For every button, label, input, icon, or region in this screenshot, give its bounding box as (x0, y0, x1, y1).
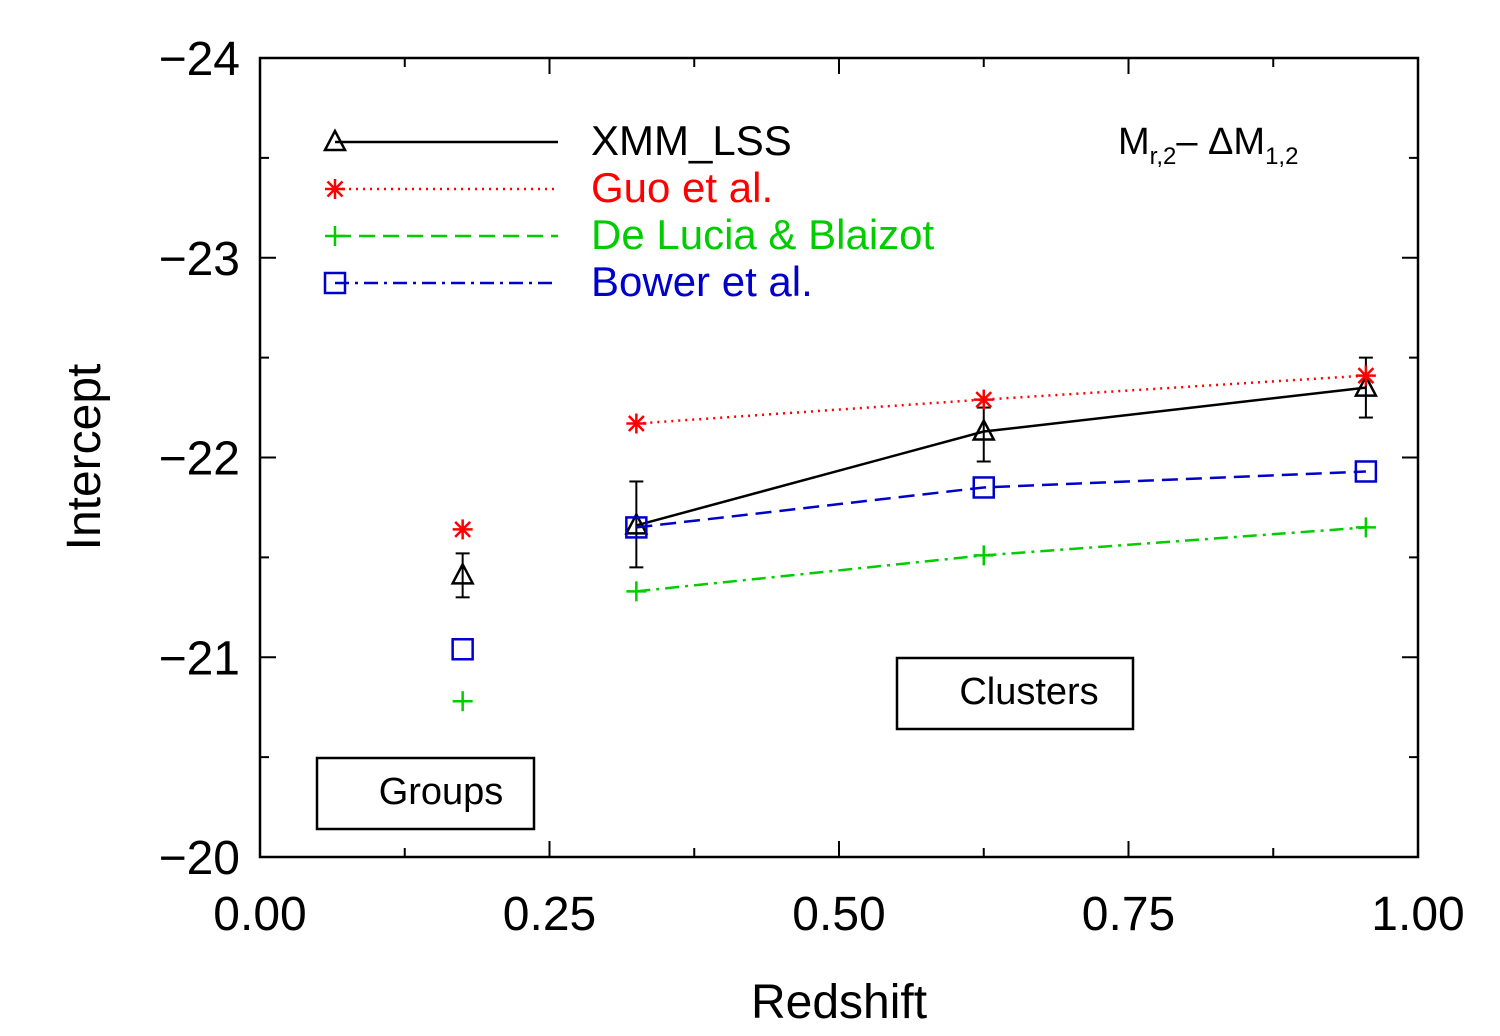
legend-label: XMM_LSS (591, 117, 792, 164)
plot-frame (258, 56, 1420, 859)
series-line (636, 526, 1366, 593)
ast-d2 (627, 415, 645, 432)
panel-label: Mr,2– ΔM1,2 (1118, 121, 1298, 170)
data-series (450, 356, 1378, 712)
svg-text:Mr,2– ΔM1,2: Mr,2– ΔM1,2 (1118, 121, 1298, 170)
axis-ticks (259, 57, 1419, 858)
triangle-marker (971, 417, 996, 441)
square-marker (1354, 460, 1378, 483)
groups-label-box: Groups (315, 756, 536, 831)
ast-d2 (1357, 367, 1375, 384)
series-line (636, 470, 1366, 529)
asterisk-marker (973, 389, 994, 410)
y-tick-label: −20 (159, 832, 240, 885)
asterisk-marker (325, 179, 345, 199)
triangle-marker (450, 561, 475, 585)
legend-item: Bower et al. (323, 258, 813, 305)
panel-label-sub2: 1,2 (1265, 143, 1298, 170)
series-line (636, 374, 1366, 425)
triangle-mark (322, 128, 348, 152)
y-axis-label: Intercept (58, 364, 111, 551)
plus-marker (452, 691, 473, 712)
x-tick-label: 0.50 (792, 888, 885, 941)
y-tick-labels: −24 −23 −22 −21 −20 (159, 33, 240, 885)
plus-marker (973, 545, 994, 566)
ast-d2 (454, 521, 472, 538)
series-0 (450, 356, 1378, 599)
series-3 (451, 460, 1378, 661)
legend-item: Guo et al. (325, 164, 773, 211)
square-marker (451, 638, 474, 661)
series-2 (452, 517, 1376, 712)
y-tick-label: −22 (159, 433, 240, 486)
legend-label: Guo et al. (591, 164, 773, 211)
series-1 (452, 365, 1376, 540)
series-line (636, 386, 1367, 527)
legend-label: Bower et al. (591, 258, 813, 305)
triangle-mark (971, 417, 996, 441)
legend-item: XMM_LSS (322, 117, 792, 164)
triangle-marker (1353, 373, 1378, 397)
square-mark (1354, 460, 1378, 483)
asterisk-marker (452, 519, 473, 540)
asterisk-marker (1355, 365, 1376, 386)
x-tick-label: 0.00 (213, 888, 306, 941)
triangle-mark (1353, 373, 1378, 397)
panel-label-main: M (1118, 121, 1150, 163)
square-mark (323, 271, 347, 295)
square-marker (972, 476, 995, 499)
square-marker (323, 271, 347, 295)
ast-d2 (975, 391, 993, 408)
panel-label-mid: – ΔM (1176, 121, 1265, 163)
groups-label: Groups (379, 771, 504, 813)
x-tick-label: 0.75 (1082, 888, 1175, 941)
triangle-mark (450, 561, 475, 585)
panel-label-sub1: r,2 (1150, 143, 1177, 170)
x-axis-label: Redshift (751, 976, 927, 1029)
legend-item: De Lucia & Blaizot (325, 211, 935, 258)
square-mark (451, 638, 474, 661)
legend-label: De Lucia & Blaizot (591, 211, 935, 258)
x-tick-label: 1.00 (1371, 888, 1464, 941)
x-tick-labels: 0.00 0.25 0.50 0.75 1.00 (213, 888, 1464, 941)
ast-d2 (326, 180, 344, 198)
square-mark (625, 516, 648, 539)
square-marker (625, 516, 648, 539)
x-tick-label: 0.25 (503, 888, 596, 941)
clusters-label-box: Clusters (895, 656, 1135, 731)
triangle-marker (624, 511, 649, 535)
triangle-mark (624, 511, 649, 535)
square-mark (972, 476, 995, 499)
plus-marker (325, 226, 345, 246)
y-tick-label: −24 (159, 33, 240, 86)
triangle-marker (322, 128, 348, 152)
y-tick-label: −23 (159, 233, 240, 286)
plus-marker (626, 581, 647, 602)
clusters-label: Clusters (959, 671, 1098, 713)
asterisk-marker (626, 413, 647, 434)
plus-marker (1355, 517, 1376, 538)
y-tick-label: −21 (159, 632, 240, 685)
